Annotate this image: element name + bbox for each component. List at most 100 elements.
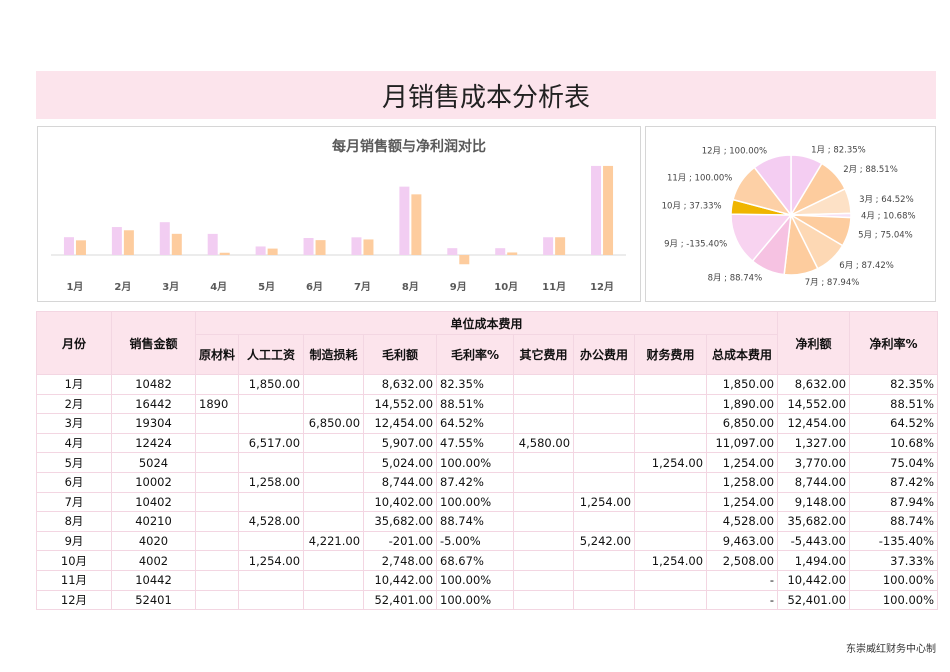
pie-slice [753, 154, 792, 218]
cell: 5月 [36, 452, 112, 473]
cell: 40210 [111, 511, 196, 532]
slice-label: 12月 ; 100.00% [702, 147, 767, 157]
cell: 100.00% [849, 589, 939, 611]
column-header: 销售金额 [111, 311, 196, 375]
cell: 87.42% [436, 471, 515, 493]
slice-label: 11月 ; 100.00% [667, 173, 732, 183]
cell: 1月 [36, 374, 112, 395]
cell: 10402 [111, 491, 196, 513]
cell: 11月 [36, 569, 112, 591]
data-row: 7月 10402 10,402.00 100.00% 1,254.00 1,254.00 9… [36, 491, 939, 513]
bar [159, 222, 170, 255]
cell: 10月 [36, 550, 112, 571]
cell [513, 393, 575, 415]
cell [303, 569, 365, 591]
slice-label: 10月 ; 37.33% [662, 202, 722, 212]
bar [591, 165, 602, 255]
bar [171, 233, 182, 255]
bar [63, 237, 74, 255]
cell [513, 413, 575, 434]
cell: 4,528.00 [238, 511, 305, 532]
cell [303, 374, 365, 395]
cell [634, 569, 708, 591]
slice-label: 4月 ; 10.68% [861, 212, 916, 222]
slice-label: 2月 ; 88.51% [843, 165, 898, 175]
data-row: 5月 5024 5,024.00 100.00% 1,254.00 1,254.00 3,7… [36, 452, 939, 473]
bar [459, 255, 470, 265]
pie-slice [730, 213, 793, 263]
cell: 12,454.00 [363, 413, 438, 434]
cell: 82.35% [849, 374, 939, 395]
header-row: 月份 销售金额 单位成本费用 净利额 净利率% [36, 310, 939, 375]
data-row: 4月 12424 6,517.00 5,907.00 47.55% 4,580.00 11,… [36, 432, 939, 454]
pie-chart: 1月 ; 82.35% 2月 ; 88.51% 3月 ; 64.52% 4月 ; 10… [645, 126, 936, 302]
column-header: 月份 [36, 311, 112, 375]
group-header: 单位成本费用 [194, 310, 779, 336]
cell: 9,463.00 [706, 530, 779, 552]
cell: 4,580.00 [513, 432, 575, 454]
cell: 12424 [111, 432, 196, 454]
cell: 2月 [36, 393, 112, 415]
cell: 1,850.00 [706, 374, 779, 395]
cell [634, 471, 708, 493]
cell: 4月 [36, 432, 112, 454]
cell: 10,402.00 [363, 491, 438, 513]
cell: 2,508.00 [706, 550, 779, 571]
bar [219, 252, 230, 255]
cell: 1,254.00 [634, 550, 708, 571]
slice-label: 9月 ; -135.40% [664, 239, 727, 249]
cell [303, 432, 365, 454]
cell [513, 374, 575, 395]
cell: 9月 [36, 530, 112, 552]
cell [238, 589, 305, 611]
cell: -201.00 [363, 530, 438, 552]
cell [194, 471, 240, 493]
slice-label: 8月 ; 88.74% [708, 273, 763, 283]
cell: -5.00% [436, 530, 515, 552]
cell: 1,254.00 [706, 452, 779, 473]
cell [303, 393, 365, 415]
cell: 10,442.00 [363, 569, 438, 591]
cell [194, 452, 240, 473]
x-tick-label: 5月 [258, 281, 275, 293]
cell: 5,024.00 [363, 452, 438, 473]
x-tick-label: 1月 [66, 281, 83, 293]
cell [303, 452, 365, 473]
cell: 1,254.00 [573, 491, 636, 513]
cell: 7月 [36, 491, 112, 513]
cell [573, 511, 636, 532]
cell: 8,744.00 [777, 471, 851, 493]
cell [303, 589, 365, 611]
cell [573, 374, 636, 395]
column-header: 制造损耗 [303, 334, 365, 375]
cell [238, 530, 305, 552]
cell: 10002 [111, 471, 196, 493]
cell [194, 374, 240, 395]
bar [123, 230, 134, 255]
cell: 3月 [36, 413, 112, 434]
bar [207, 233, 218, 255]
cell: 64.52% [849, 413, 939, 434]
cell: 64.52% [436, 413, 515, 434]
bar [75, 240, 86, 255]
cell: 16442 [111, 393, 196, 415]
cell [634, 393, 708, 415]
cell: 10482 [111, 374, 196, 395]
cell: 5,242.00 [573, 530, 636, 552]
cell: -135.40% [849, 530, 939, 552]
data-row: 6月 10002 1,258.00 8,744.00 87.42% 1,258.00 8,7… [36, 471, 939, 493]
cell: 8,744.00 [363, 471, 438, 493]
data-row: 1月 10482 1,850.00 8,632.00 82.35% 1,850.00 8,6… [36, 374, 939, 395]
cell [573, 589, 636, 611]
slice-label: 1月 ; 82.35% [811, 145, 866, 155]
cell: 100.00% [436, 569, 515, 591]
bar [303, 237, 314, 255]
cell: 1890 [194, 393, 240, 415]
cell [303, 491, 365, 513]
cell: - [706, 589, 779, 611]
cell [194, 511, 240, 532]
cell [634, 374, 708, 395]
bar [351, 237, 362, 255]
cell: 75.04% [849, 452, 939, 473]
column-header: 办公费用 [573, 334, 636, 375]
